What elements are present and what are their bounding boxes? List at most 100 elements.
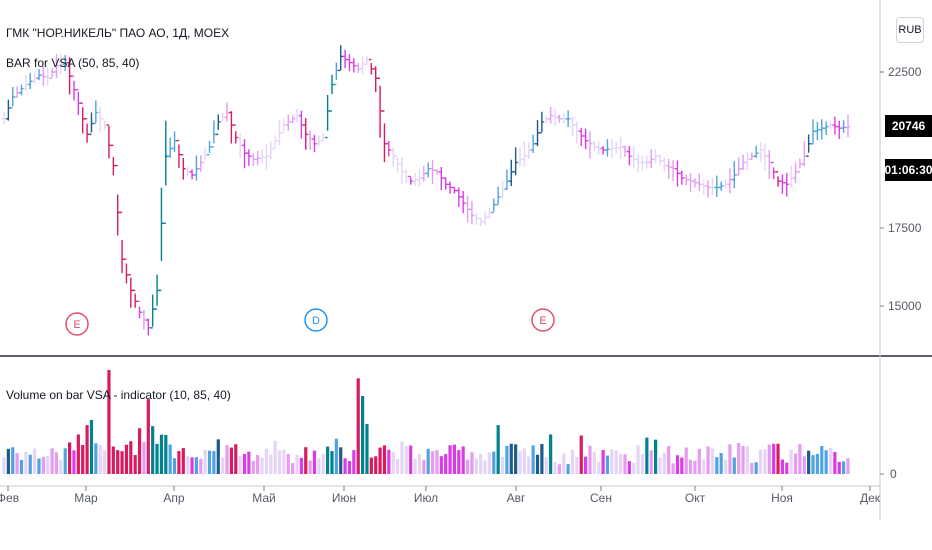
price-bar	[137, 300, 142, 319]
volume-bar	[697, 448, 701, 474]
volume-bar	[177, 451, 181, 474]
price-bar	[657, 154, 663, 167]
volume-bar	[807, 450, 811, 474]
price-bar	[565, 110, 571, 127]
price-bar	[176, 139, 182, 168]
price-bar	[45, 67, 51, 86]
volume-bar	[282, 449, 286, 474]
volume-bar	[824, 450, 828, 474]
volume-bar	[793, 453, 798, 474]
price-bar	[797, 158, 803, 173]
volume-bar	[395, 459, 400, 474]
volume-bar	[94, 443, 98, 474]
price-bar	[570, 116, 575, 137]
price-bar	[530, 134, 536, 153]
time-axis-tick: Июл	[414, 491, 438, 505]
event-marker[interactable]: D	[304, 308, 328, 332]
price-bar	[648, 149, 654, 169]
symbol-title[interactable]: ГМК "НОР.НИКЕЛЬ" ПАО АО, 1Д, MOEX	[6, 26, 230, 40]
volume-bar	[382, 445, 387, 474]
volume-bar	[474, 458, 478, 474]
volume-bar	[487, 452, 492, 474]
price-bar	[228, 111, 234, 144]
volume-bar	[207, 450, 212, 474]
event-marker-circle	[304, 308, 328, 332]
price-bar	[403, 169, 409, 184]
volume-bar	[640, 454, 645, 474]
price-bar	[443, 177, 449, 190]
event-marker[interactable]: E	[531, 308, 555, 332]
volume-vsa-indicator-label[interactable]: Volume on bar VSA - indicator (10, 85, 4…	[6, 388, 231, 402]
price-bar	[215, 114, 221, 136]
event-marker[interactable]: E	[65, 312, 89, 336]
price-bar	[723, 179, 728, 189]
price-bar	[167, 137, 173, 158]
time-axis-tick: Июн	[332, 491, 356, 505]
price-bar	[670, 160, 676, 181]
volume-bar	[85, 425, 89, 474]
volume-bar	[81, 444, 85, 474]
event-marker-letter: E	[73, 319, 80, 331]
price-bar	[333, 62, 339, 86]
volume-bar	[522, 448, 526, 474]
event-marker-circle	[65, 312, 89, 336]
volume-bar	[815, 453, 819, 474]
price-bar	[775, 171, 781, 187]
volume-bar	[6, 448, 10, 474]
volume-bar	[352, 450, 356, 474]
price-bar	[237, 133, 243, 158]
price-bar	[543, 115, 549, 123]
price-bar	[355, 62, 361, 74]
volume-bar	[159, 434, 164, 474]
price-bar	[298, 110, 304, 139]
pane-separator	[0, 0, 932, 520]
price-bar	[303, 118, 309, 150]
time-axis[interactable]: Фев Мар Апр Май Июн Июл Авг Сен Окт Ноя Дек	[0, 486, 881, 505]
volume-bar	[181, 448, 185, 474]
price-bar	[71, 75, 77, 101]
price-bar	[408, 175, 414, 185]
volume-bar	[89, 419, 94, 474]
volume-bar	[360, 396, 365, 474]
volume-bar	[767, 444, 771, 474]
volume-bar	[728, 444, 732, 474]
price-bar	[653, 149, 658, 164]
currency-button[interactable]: RUB	[896, 17, 924, 43]
price-bar	[23, 74, 29, 91]
price-bar	[487, 208, 492, 219]
volume-bar	[295, 454, 299, 474]
price-bar	[124, 258, 129, 284]
price-bar	[32, 72, 38, 84]
volume-bar	[116, 450, 120, 474]
price-bar	[189, 169, 195, 180]
bar-vsa-indicator-label[interactable]: BAR for VSA (50, 85, 40)	[6, 56, 140, 70]
price-axis[interactable]: 22500 17500 15000 0	[880, 65, 922, 481]
volume-bar	[553, 462, 557, 474]
volume-bar	[780, 459, 785, 474]
price-bar	[801, 141, 807, 167]
volume-pane[interactable]	[2, 370, 850, 474]
volume-bar	[470, 452, 474, 474]
volume-bar	[221, 457, 225, 474]
volume-bar	[479, 453, 483, 474]
price-bar	[622, 145, 628, 157]
price-bar	[705, 180, 711, 198]
price-bar	[626, 146, 632, 166]
price-axis-tick: 15000	[888, 299, 922, 313]
price-bar	[382, 110, 387, 163]
price-bar	[97, 107, 103, 132]
price-bar	[338, 45, 344, 72]
price-bar	[740, 154, 746, 170]
volume-bar	[776, 443, 780, 474]
volume-bar	[754, 462, 758, 474]
price-bar	[368, 58, 374, 75]
volume-bar	[28, 454, 32, 474]
volume-bar	[312, 450, 317, 474]
volume-bar	[601, 449, 605, 474]
volume-bar	[129, 441, 133, 474]
volume-bar	[632, 462, 636, 474]
volume-bar	[649, 450, 653, 474]
price-pane[interactable]	[1, 45, 851, 336]
price-bar	[753, 145, 759, 158]
